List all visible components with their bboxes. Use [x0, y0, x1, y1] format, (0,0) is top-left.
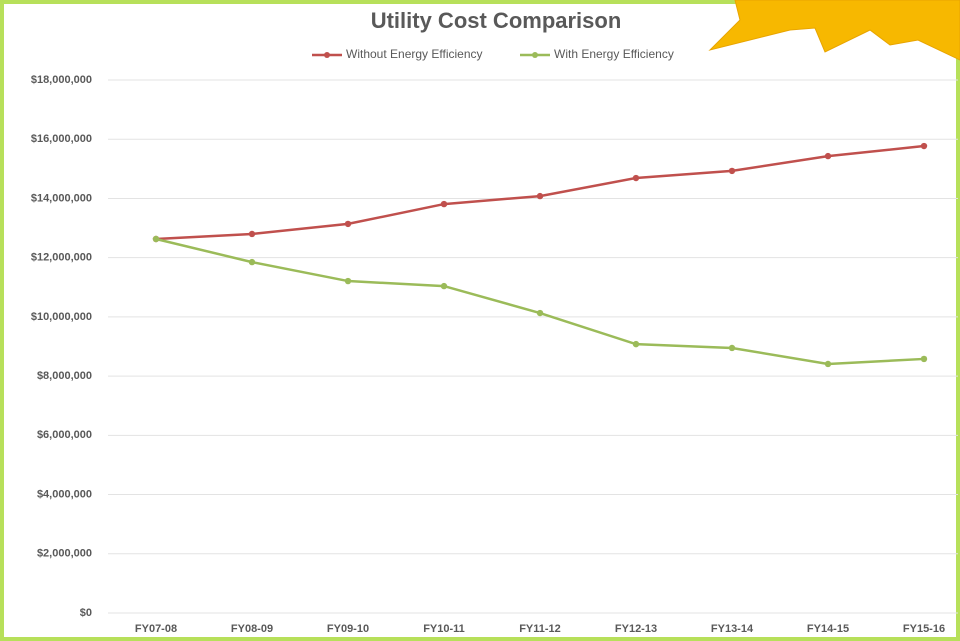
legend-label: With Energy Efficiency — [554, 47, 674, 61]
data-point — [729, 345, 735, 351]
data-point — [921, 143, 927, 149]
frame — [2, 2, 958, 639]
y-tick-label: $16,000,000 — [31, 133, 92, 145]
x-tick-label: FY12-13 — [615, 623, 657, 635]
x-tick-label: FY07-08 — [135, 623, 177, 635]
y-tick-label: $0 — [80, 607, 92, 619]
y-tick-label: $14,000,000 — [31, 192, 92, 204]
chart: Utility Cost Comparison $0 $2,000,000 $4,0… — [0, 0, 960, 641]
page: {"chart_data": {"type": "line", "title":… — [0, 0, 960, 641]
legend-label: Without Energy Efficiency — [346, 47, 483, 61]
x-tick-label: FY15-16 — [903, 623, 945, 635]
x-tick-label: FY09-10 — [327, 623, 369, 635]
y-tick-label: $18,000,000 — [31, 74, 92, 86]
data-point — [441, 201, 447, 207]
data-point — [345, 278, 351, 284]
data-point — [633, 175, 639, 181]
data-point — [825, 153, 831, 159]
y-tick-label: $6,000,000 — [37, 429, 92, 441]
x-tick-label: FY10-11 — [423, 623, 465, 635]
data-point — [249, 231, 255, 237]
x-tick-label: FY11-12 — [519, 623, 561, 635]
data-point — [441, 283, 447, 289]
data-point — [921, 356, 927, 362]
y-tick-label: $2,000,000 — [37, 548, 92, 560]
data-point — [537, 193, 543, 199]
data-point — [153, 236, 159, 242]
x-tick-label: FY13-14 — [711, 623, 754, 635]
data-point — [633, 341, 639, 347]
y-tick-label: $12,000,000 — [31, 252, 92, 264]
data-point — [249, 259, 255, 265]
data-point — [537, 310, 543, 316]
legend-marker — [324, 52, 330, 58]
y-tick-label: $8,000,000 — [37, 370, 92, 382]
x-tick-label: FY14-15 — [807, 623, 849, 635]
data-point — [729, 168, 735, 174]
y-tick-label: $4,000,000 — [37, 488, 92, 500]
chart-title: Utility Cost Comparison — [371, 8, 622, 33]
data-point — [345, 221, 351, 227]
data-point — [825, 361, 831, 367]
legend-marker — [532, 52, 538, 58]
x-tick-label: FY08-09 — [231, 623, 273, 635]
y-tick-label: $10,000,000 — [31, 311, 92, 323]
